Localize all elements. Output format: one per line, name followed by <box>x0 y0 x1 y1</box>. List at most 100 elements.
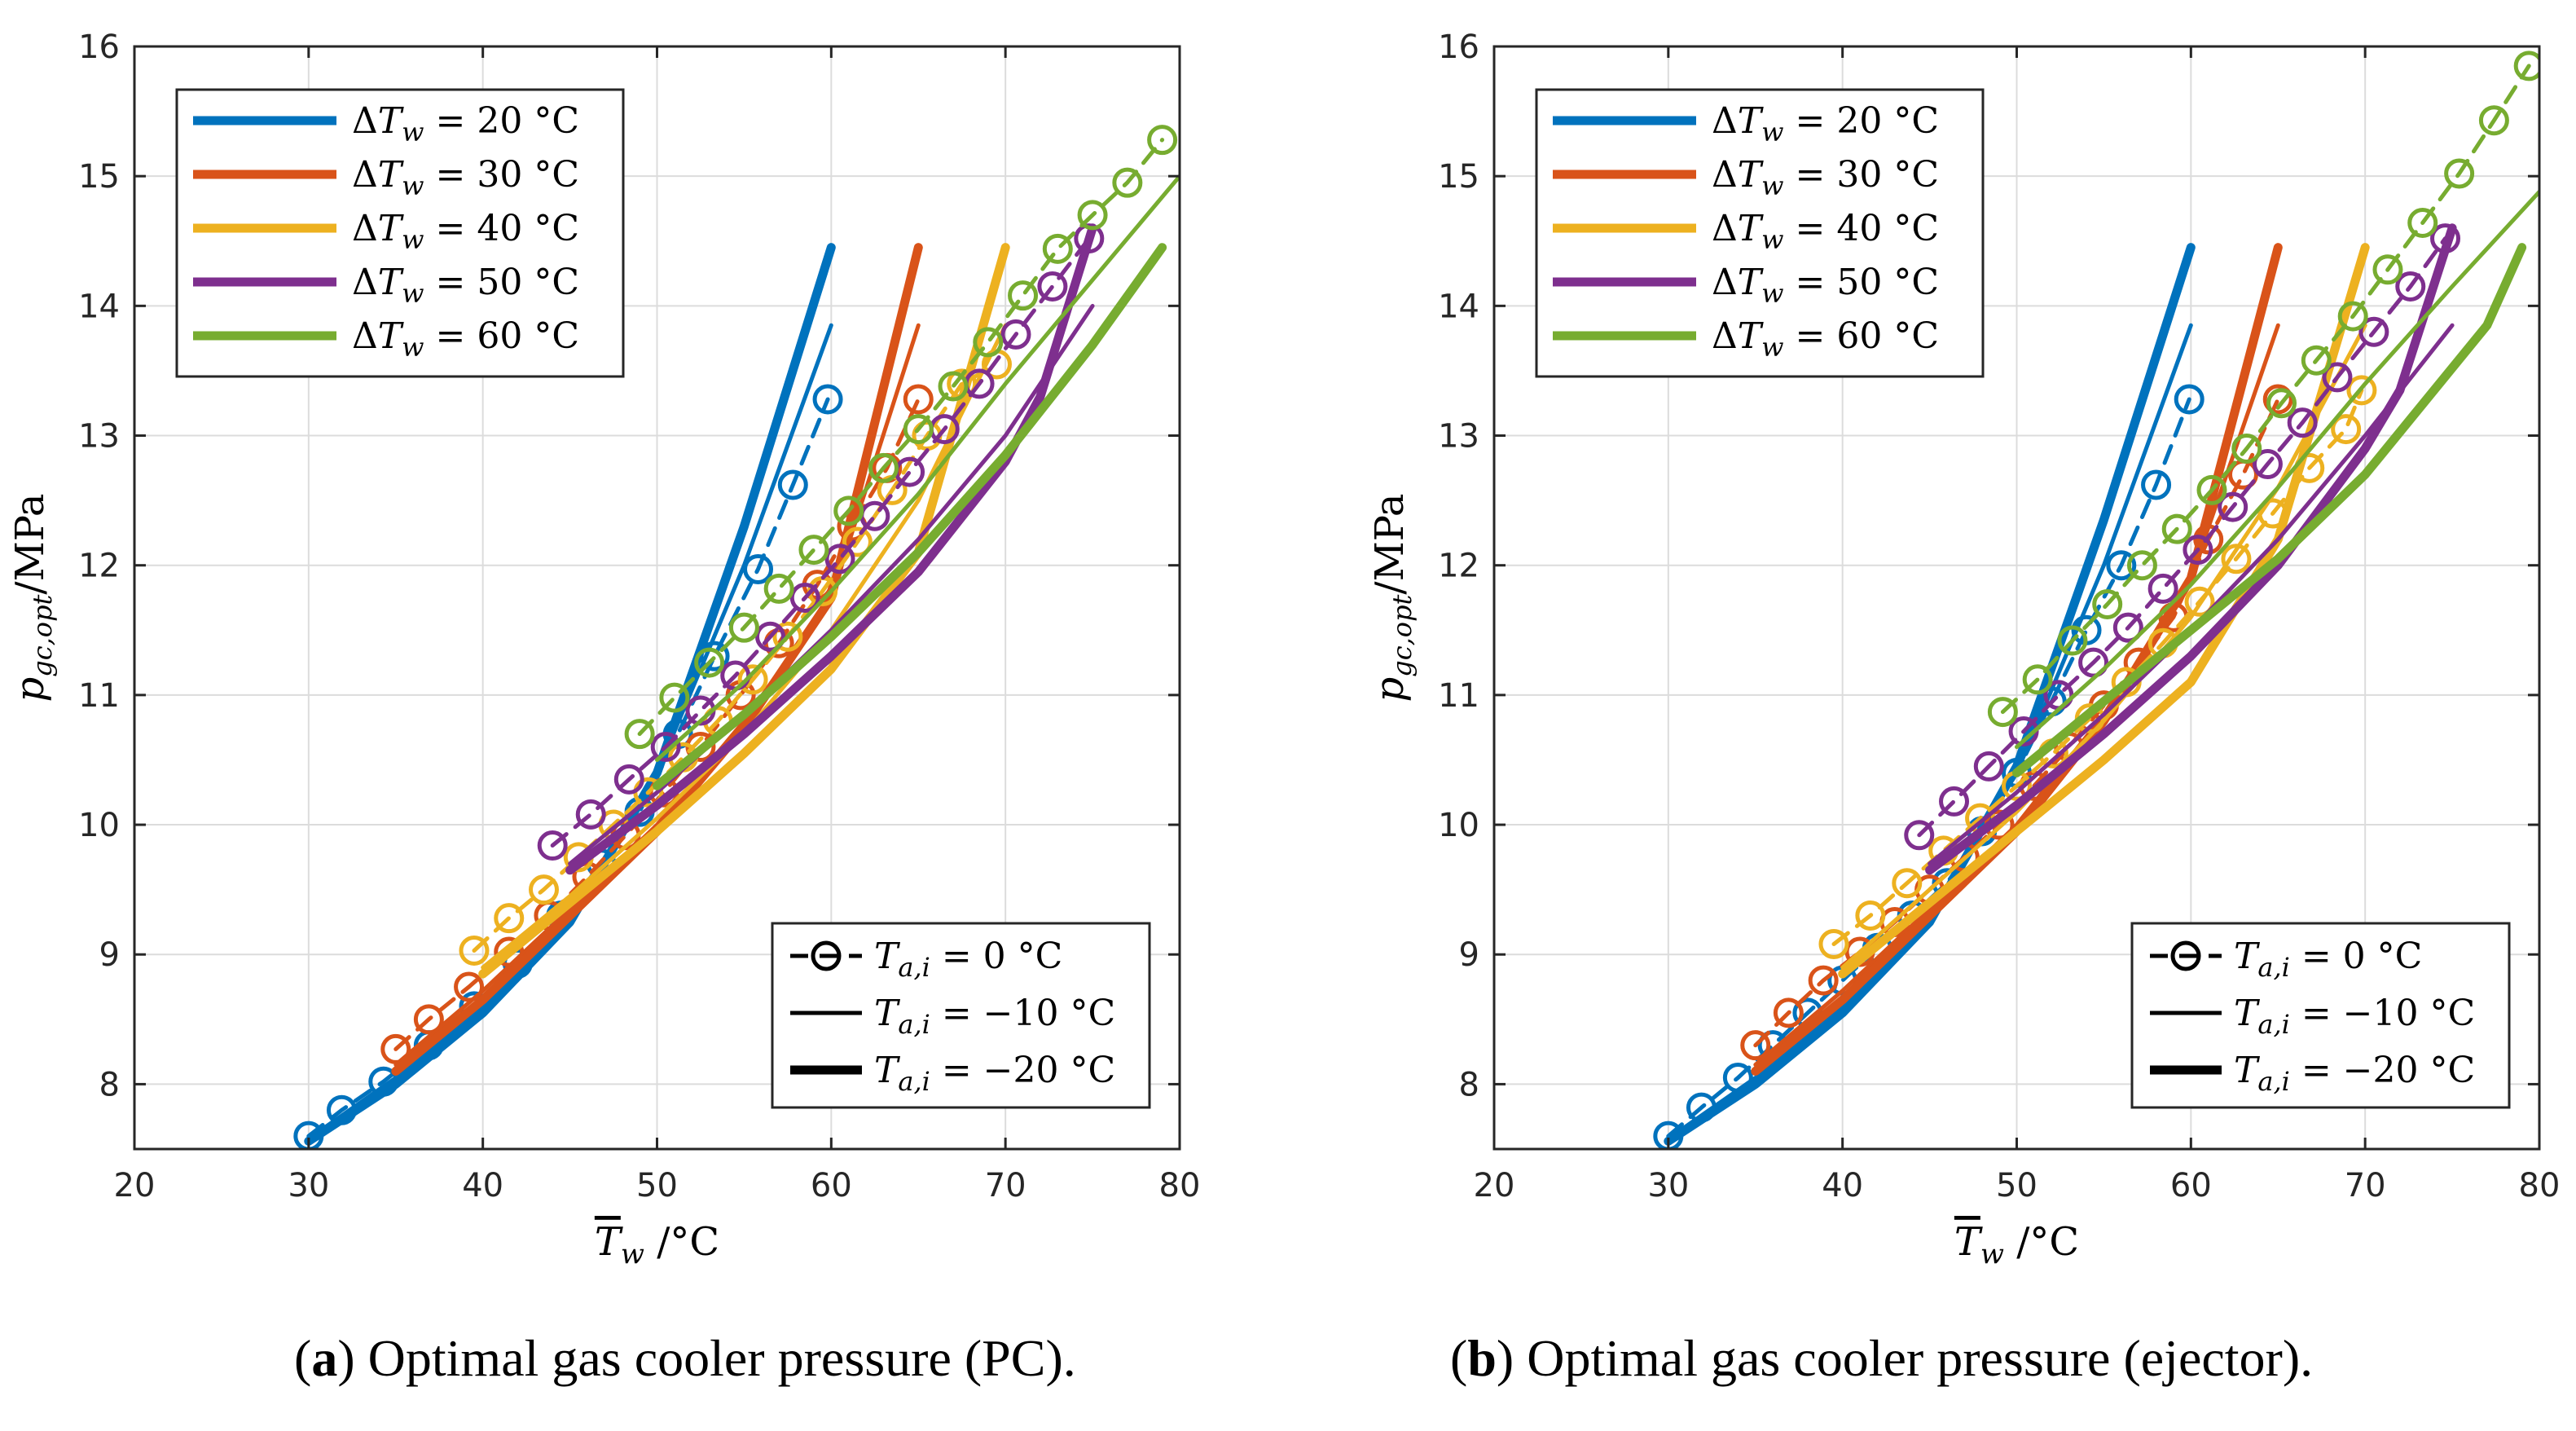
series-line-dT20-Tai-20 <box>304 243 836 1146</box>
data-point <box>413 1004 444 1035</box>
x-tick-label: 20 <box>1474 1167 1515 1204</box>
data-point <box>529 874 560 905</box>
data-point <box>2218 491 2249 522</box>
x-tick-label: 30 <box>288 1167 329 1204</box>
data-point <box>789 583 820 613</box>
data-point <box>2183 535 2213 566</box>
data-point <box>2478 105 2509 136</box>
data-point <box>2513 51 2539 81</box>
data-point <box>2444 158 2475 189</box>
x-tick-label: 50 <box>636 1167 678 1204</box>
data-point <box>903 384 934 415</box>
series-line-dT60-Tai0 <box>2000 64 2531 715</box>
data-point <box>2395 271 2426 302</box>
data-point <box>1008 280 1039 311</box>
y-tick-label: 16 <box>78 29 120 66</box>
y-tick-label: 14 <box>1438 288 1479 325</box>
legend-style: Ta,i = 0 °C Ta,i = −10 °C Ta,i = −20 °C <box>2130 922 2511 1109</box>
x-tick-label: 30 <box>1647 1167 1689 1204</box>
y-tick-label: 12 <box>78 548 120 585</box>
y-tick-label: 10 <box>1438 807 1479 844</box>
data-point <box>2141 469 2172 500</box>
series-group <box>1653 51 2539 1149</box>
x-axis-label: Tw /°C <box>1954 1219 2079 1270</box>
data-point <box>2266 388 2297 419</box>
legend-style-marker <box>2170 940 2201 971</box>
data-point <box>1740 1030 1771 1061</box>
data-point <box>938 371 969 402</box>
legend-style-label: Ta,i = 0 °C <box>874 936 1062 983</box>
y-tick-label: 10 <box>78 807 120 844</box>
x-tick-label: 80 <box>2519 1167 2561 1204</box>
data-point <box>1973 751 2004 782</box>
data-point <box>2092 588 2123 619</box>
series-line-dT50-Tai0 <box>1917 236 2447 838</box>
legend-color: ΔTw = 20 °C ΔTw = 30 °C ΔTw = 40 °C ΔTw = 5… <box>175 88 625 378</box>
data-point <box>777 469 808 500</box>
data-point <box>1773 997 1804 1028</box>
data-point <box>650 732 681 763</box>
series-line-dT60-Tai-10 <box>655 174 1180 762</box>
legend-color-label: ΔTw = 60 °C <box>1712 315 1939 363</box>
y-tick-label: 8 <box>99 1066 120 1103</box>
data-point <box>537 830 568 861</box>
series-line-dT40-Tai0 <box>1831 388 2364 946</box>
y-tick-label: 16 <box>1438 29 1479 66</box>
legend-color-label: ΔTw = 40 °C <box>352 208 579 255</box>
series-line-dT50-Tai-20 <box>1925 223 2457 875</box>
data-point <box>903 414 934 445</box>
series-line-dT40-Tai-10 <box>1840 323 2367 970</box>
data-point <box>812 384 843 415</box>
data-point <box>2196 474 2227 505</box>
data-point <box>1818 929 1849 960</box>
data-point <box>1112 167 1143 198</box>
data-point <box>728 612 759 643</box>
data-point <box>2078 647 2109 678</box>
x-tick-label: 20 <box>114 1167 156 1204</box>
legend-style-label: Ta,i = −20 °C <box>874 1050 1115 1097</box>
data-point <box>1904 820 1935 851</box>
legend-color-label: ΔTw = 20 °C <box>352 100 579 148</box>
series-line-dT60-Tai-10 <box>2015 189 2539 750</box>
data-point <box>2147 573 2178 604</box>
data-point <box>659 682 690 713</box>
x-tick-label: 50 <box>1996 1167 2038 1204</box>
y-tick-label: 14 <box>78 288 120 325</box>
data-point <box>2331 414 2362 445</box>
data-point <box>2112 612 2143 643</box>
chart-panel-a: 20 30 40 50 60 70 80 8 9 10 11 12 13 14 15 16 Tw /°C pgc,… <box>7 29 1200 1270</box>
data-point <box>2174 384 2205 415</box>
data-point <box>2126 550 2157 581</box>
legend-style-label: Ta,i = −10 °C <box>2234 993 2475 1040</box>
data-point <box>763 573 794 604</box>
x-tick-label: 70 <box>985 1167 1026 1204</box>
y-tick-label: 15 <box>78 158 120 196</box>
data-point <box>2106 550 2137 581</box>
legend-style-label: Ta,i = −10 °C <box>874 993 1115 1040</box>
data-point <box>1077 200 1108 231</box>
x-tick-label: 60 <box>2170 1167 2212 1204</box>
legend-color-label: ΔTw = 50 °C <box>1712 262 1939 309</box>
data-point <box>2252 449 2283 480</box>
series-line-dT60-Tai-20 <box>653 243 1167 790</box>
legend-color-label: ΔTw = 50 °C <box>352 262 579 309</box>
series-line-dT60-Tai-20 <box>2012 243 2527 777</box>
series-line-dT60-Tai0 <box>637 138 1165 737</box>
data-point <box>2346 375 2377 406</box>
data-point <box>1855 900 1886 931</box>
y-axis-label: pgc,opt/MPa <box>7 494 58 702</box>
x-tick-label: 40 <box>462 1167 503 1204</box>
data-point <box>1808 965 1839 996</box>
y-tick-label: 12 <box>1438 548 1479 585</box>
data-point <box>2184 586 2215 617</box>
data-point <box>1000 319 1031 350</box>
x-tick-label: 80 <box>1159 1167 1201 1204</box>
legend-color-box <box>175 88 625 378</box>
series-group <box>293 125 1180 1149</box>
data-point <box>2231 433 2262 464</box>
legend-color-label: ΔTw = 40 °C <box>1712 208 1939 255</box>
data-point <box>973 327 1004 358</box>
legend-style-label: Ta,i = 0 °C <box>2234 936 2422 983</box>
x-tick-label: 70 <box>2345 1167 2386 1204</box>
y-tick-label: 11 <box>78 677 120 715</box>
